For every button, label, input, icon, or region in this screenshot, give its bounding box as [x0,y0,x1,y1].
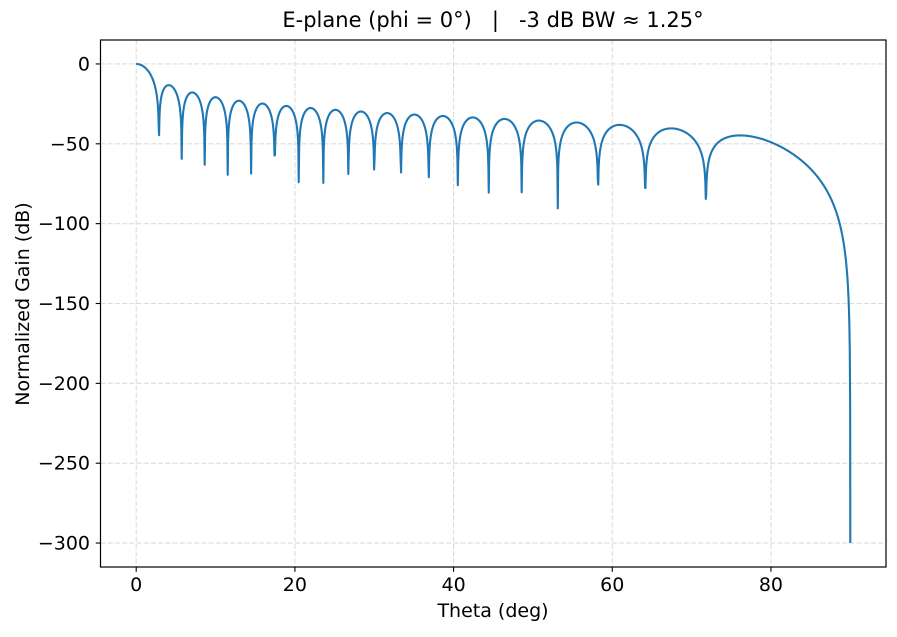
y-tick-label: 0 [78,53,90,75]
y-tick-label: −300 [38,533,90,555]
y-tick-label: −250 [38,453,90,475]
x-tick-label: 0 [130,574,142,596]
x-tick-label: 80 [759,574,783,596]
gain-curve [135,62,852,544]
y-tick-label: −150 [38,293,90,315]
x-tick-label: 20 [283,574,307,596]
y-tick-label: −200 [38,373,90,395]
x-axis-label: Theta (deg) [437,600,549,622]
tick-marks [95,63,772,572]
y-tick-label: −50 [50,133,90,155]
chart-title: E-plane (phi = 0°) | -3 dB BW ≈ 1.25° [282,8,704,32]
y-tick-label: −100 [38,213,90,235]
grid-lines [100,40,886,567]
x-tick-label: 40 [441,574,465,596]
x-tick-label: 60 [600,574,624,596]
